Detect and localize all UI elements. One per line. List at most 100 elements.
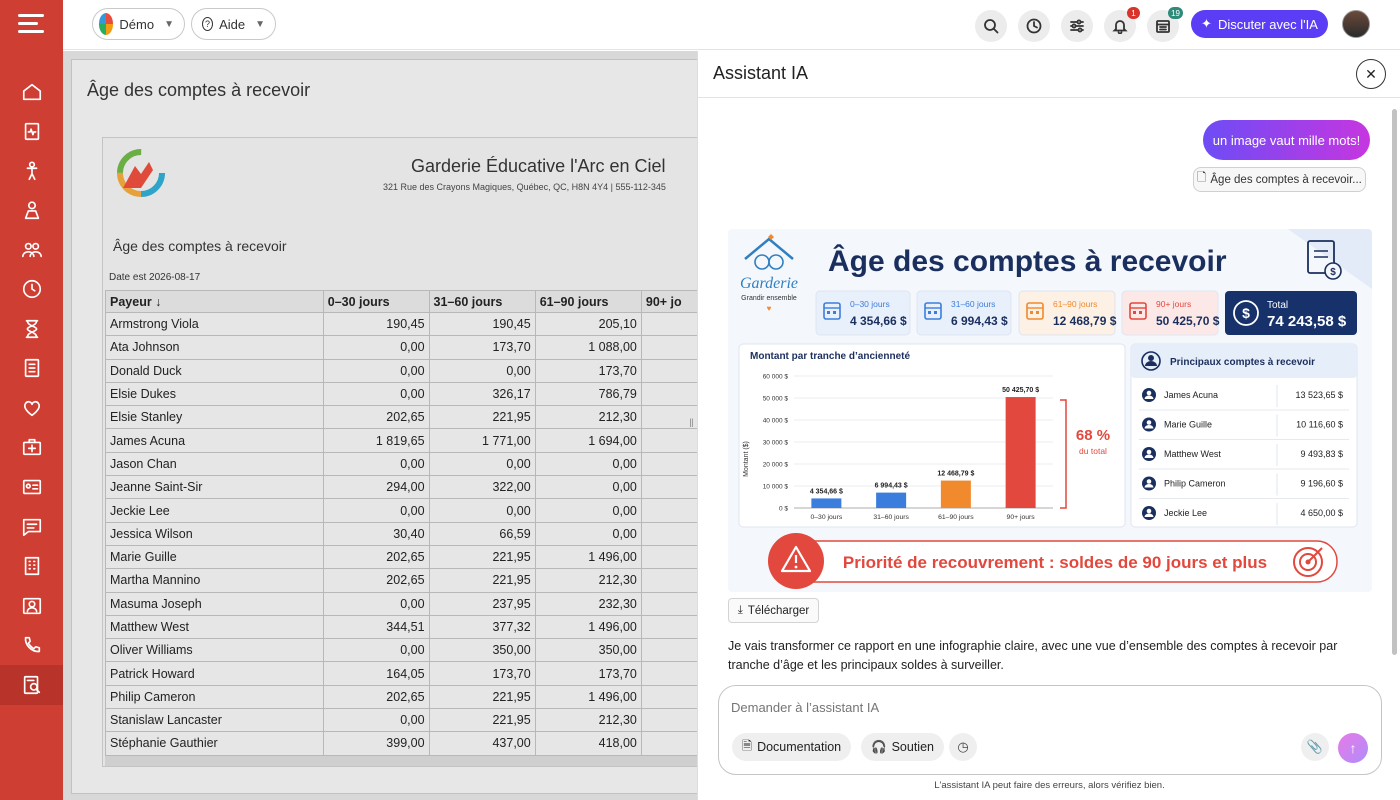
table-row[interactable]: Patrick Howard 164,05 173,70 173,70 xyxy=(105,661,701,686)
chart-y-axis-label: Montant ($) xyxy=(743,441,750,477)
sidebar-item-contact[interactable] xyxy=(0,586,63,626)
table-row[interactable]: Armstrong Viola 190,45 190,45 205,10 xyxy=(105,311,701,337)
bar-value-label: 4 354,66 $ xyxy=(810,488,843,495)
table-row[interactable]: Elsie Stanley 202,65 221,95 212,30 xyxy=(105,405,701,430)
sidebar-item-group[interactable] xyxy=(0,230,63,270)
table-row[interactable]: Marie Guille 202,65 221,95 1 496,00 xyxy=(105,544,701,570)
table-row[interactable]: Elsie Dukes 0,00 326,17 786,79 xyxy=(105,381,701,407)
phone-icon xyxy=(24,636,40,653)
column-header[interactable]: 90+ jo xyxy=(640,290,701,313)
total-value: 74 243,58 $ xyxy=(1267,313,1347,330)
download-button[interactable]: ⤓ Télécharger xyxy=(728,598,819,623)
support-label: Soutien xyxy=(891,740,934,754)
panel-scrollbar[interactable] xyxy=(1392,109,1397,655)
hamburger-icon[interactable] xyxy=(18,14,44,38)
table-row[interactable]: Stanislaw Lancaster 0,00 221,95 212,30 xyxy=(105,708,701,733)
panel-resize-handle[interactable]: ‖ xyxy=(689,416,694,430)
payer-cell: James Acuna xyxy=(105,428,324,453)
sidebar-item-clock[interactable] xyxy=(0,269,63,309)
sidebar-item-staff[interactable] xyxy=(0,190,63,230)
kpi-card: 0–30 jours 4 354,66 $ xyxy=(815,290,911,336)
ai-chat-label: Discuter avec l'IA xyxy=(1217,16,1318,32)
sidebar-item-home[interactable] xyxy=(0,72,63,112)
sidebar-item-heart[interactable] xyxy=(0,388,63,428)
help-menu[interactable]: ? Aide ▼ xyxy=(191,8,276,40)
chart-title: Montant par tranche d’ancienneté xyxy=(750,351,910,362)
table-row[interactable]: Ata Johnson 0,00 173,70 1 088,00 xyxy=(105,335,701,360)
sidebar-item-child[interactable] xyxy=(0,151,63,191)
y-tick-label: 40 000 $ xyxy=(763,418,789,425)
column-header-label: 61–90 jours xyxy=(539,294,609,309)
table-row[interactable]: Jessica Wilson 30,40 66,59 0,00 xyxy=(105,521,701,546)
ai-chat-button[interactable]: ✦ Discuter avec l'IA xyxy=(1191,10,1328,38)
search-button[interactable] xyxy=(975,10,1007,42)
table-row[interactable]: Jason Chan 0,00 0,00 0,00 xyxy=(105,451,701,477)
documentation-button[interactable]: 🗎 Documentation xyxy=(732,733,852,761)
sidebar-item-hourglass[interactable] xyxy=(0,309,63,349)
column-header[interactable]: 61–90 jours xyxy=(534,290,642,313)
top-account-row: Marie Guille 10 116,60 $ xyxy=(1139,414,1349,440)
sidebar-item-phone[interactable] xyxy=(0,625,63,665)
bar xyxy=(940,480,971,508)
checklist-icon xyxy=(24,358,39,378)
table-row[interactable]: James Acuna 1 819,65 1 771,00 1 694,00 xyxy=(105,428,701,453)
clock-icon: ◷ xyxy=(957,739,969,754)
sidebar-item-checklist[interactable] xyxy=(0,348,63,388)
payer-cell: Matthew West xyxy=(105,614,324,640)
table-row[interactable]: Jeckie Lee 0,00 0,00 0,00 xyxy=(105,498,701,523)
amount-cell xyxy=(640,661,701,686)
support-button[interactable]: 🎧 Soutien xyxy=(861,733,944,761)
history-button[interactable] xyxy=(1018,10,1050,42)
column-header-label: 0–30 jours xyxy=(327,294,390,309)
table-row[interactable]: Masuma Joseph 0,00 237,95 232,30 xyxy=(105,591,701,616)
kpi-label: 31–60 jours xyxy=(951,299,995,309)
amount-cell: 190,45 xyxy=(428,311,536,337)
amount-cell: 190,45 xyxy=(322,311,430,337)
kpi-label: 90+ jours xyxy=(1156,299,1191,309)
table-row[interactable]: Martha Mannino 202,65 221,95 212,30 xyxy=(105,568,701,593)
download-label: Télécharger xyxy=(747,604,810,617)
infographic-canvas: Garderie Grandir ensemble ♥ Âge des comp… xyxy=(728,229,1372,592)
send-button[interactable]: ↑ xyxy=(1338,733,1368,763)
table-row[interactable]: Matthew West 344,51 377,32 1 496,00 xyxy=(105,614,701,640)
column-header-label: 31–60 jours xyxy=(433,294,503,309)
history-button[interactable]: ◷ xyxy=(949,733,977,761)
chat-input[interactable] xyxy=(731,696,1291,718)
amount-cell: 221,95 xyxy=(428,405,536,430)
attachment-chip[interactable]: 🗋 Âge des comptes à recevoir... xyxy=(1193,167,1366,192)
chevron-down-icon: ▼ xyxy=(255,18,265,30)
horizontal-scrollbar[interactable] xyxy=(105,756,701,766)
table-row[interactable]: Oliver Williams 0,00 350,00 350,00 xyxy=(105,638,701,663)
group-icon xyxy=(21,242,42,258)
top-account-row: Philip Cameron 9 196,60 $ xyxy=(1139,473,1349,499)
column-header[interactable]: 0–30 jours xyxy=(322,290,430,313)
contact-icon xyxy=(22,597,41,615)
document-icon: 🗎 xyxy=(742,738,753,753)
avatar[interactable] xyxy=(1342,10,1370,38)
column-header[interactable]: 31–60 jours xyxy=(428,290,536,313)
amount-cell: 0,00 xyxy=(428,451,536,477)
calendar-button[interactable]: 19 xyxy=(1147,7,1183,42)
user-icon xyxy=(1142,417,1156,432)
column-header[interactable]: Payeur ↓ xyxy=(105,290,324,313)
amount-cell: 399,00 xyxy=(322,731,430,756)
table-row[interactable]: Stéphanie Gauthier 399,00 437,00 418,00 xyxy=(105,731,701,756)
sidebar-item-id-card[interactable] xyxy=(0,467,63,507)
close-button[interactable]: ✕ xyxy=(1356,59,1386,89)
notifications-button[interactable]: 1 xyxy=(1104,7,1140,42)
amount-cell xyxy=(640,708,701,733)
user-icon xyxy=(1141,351,1161,371)
table-row[interactable]: Jeanne Saint-Sir 294,00 322,00 0,00 xyxy=(105,475,701,500)
settings-button[interactable] xyxy=(1061,10,1093,42)
calendar-icon xyxy=(1026,302,1044,320)
table-row[interactable]: Philip Cameron 202,65 221,95 1 496,00 xyxy=(105,684,701,710)
table-row[interactable]: Donald Duck 0,00 0,00 173,70 xyxy=(105,358,701,383)
sidebar-item-message[interactable] xyxy=(0,507,63,547)
sidebar-item-building[interactable] xyxy=(0,546,63,586)
attach-button[interactable]: 📎 xyxy=(1301,733,1329,761)
org-switcher[interactable]: Démo ▼ xyxy=(92,8,185,40)
sidebar-item-report[interactable] xyxy=(0,665,63,705)
infographic-title: Âge des comptes à recevoir xyxy=(828,244,1227,278)
sidebar-item-medical-kit[interactable] xyxy=(0,427,63,467)
sidebar-item-clipboard-pulse[interactable] xyxy=(0,111,63,151)
